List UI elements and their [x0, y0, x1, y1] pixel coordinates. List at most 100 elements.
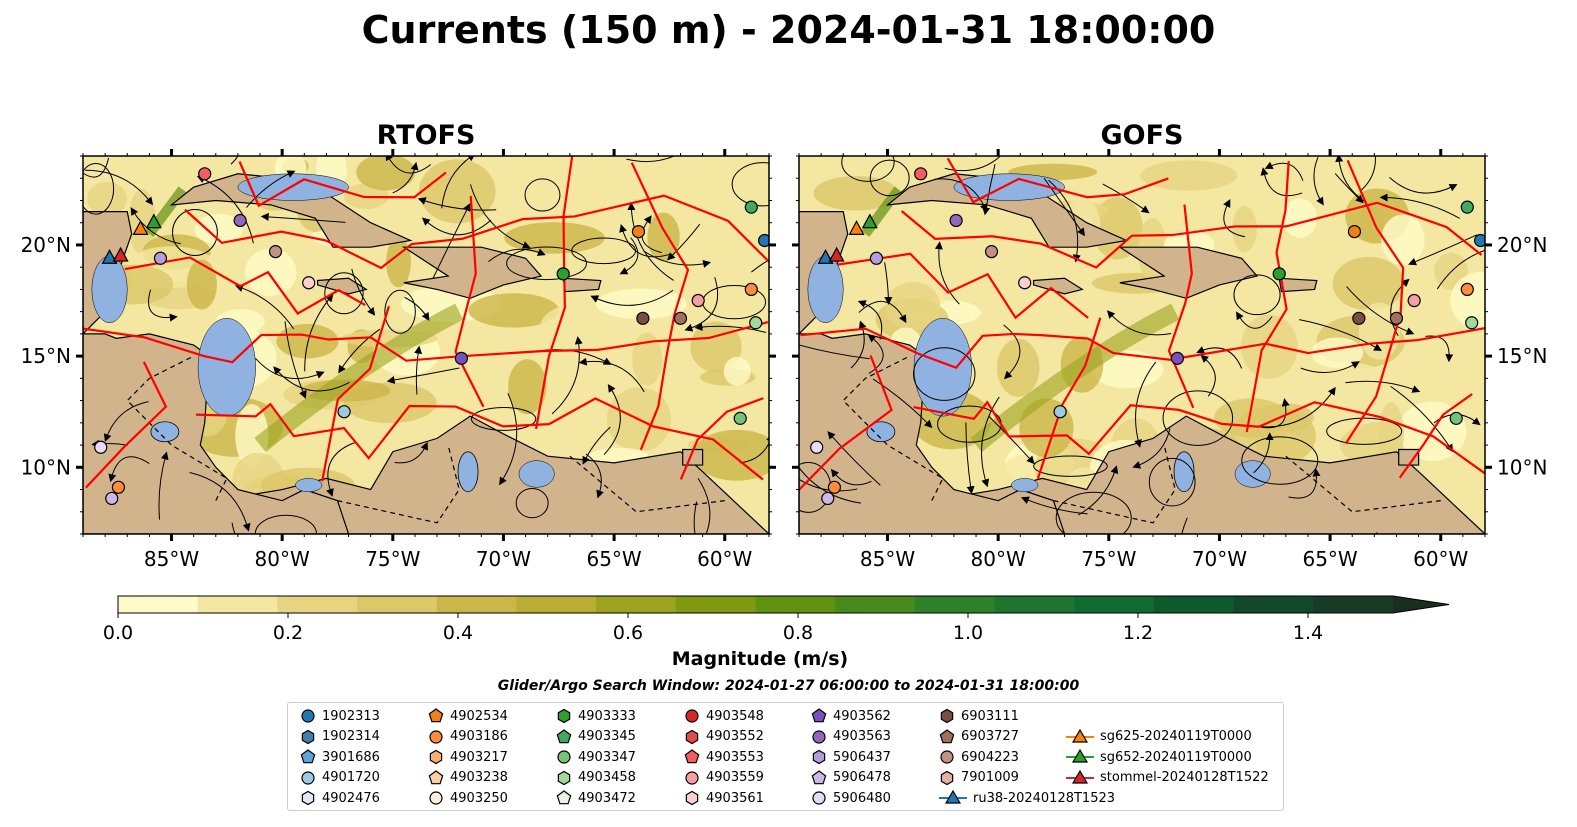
colorbar-segment [675, 596, 756, 613]
legend-marker [301, 790, 315, 806]
legend-label: 4903553 [706, 749, 764, 765]
streamline [338, 328, 381, 374]
colorbar-segment [914, 596, 996, 613]
speed-patch [723, 356, 751, 386]
argo-float-marker [984, 245, 999, 259]
legend-label: 5906480 [833, 790, 891, 806]
streamline [1300, 361, 1360, 373]
eddy-streamline [1033, 455, 1108, 477]
eez-boundary [1245, 161, 1290, 433]
argo-float-marker [556, 267, 570, 281]
x-tick-label: 60°W [1413, 547, 1468, 571]
speed-patch [186, 259, 217, 310]
legend-marker [685, 790, 699, 806]
y-tick-label: 20°N [1497, 233, 1547, 257]
legend-label: 4903472 [578, 790, 636, 806]
streamline [255, 358, 325, 380]
eddy-streamline [1241, 436, 1319, 485]
legend-label: 4903562 [833, 708, 891, 724]
streamline [1335, 156, 1366, 203]
argo-float-marker [1460, 200, 1474, 214]
speed-patch [1293, 361, 1387, 397]
streamline [1043, 177, 1086, 237]
legend-marker [557, 708, 571, 724]
streamline [694, 322, 767, 333]
argo-float-marker [1389, 311, 1404, 325]
eddy-streamline [524, 178, 561, 212]
eez-boundary [630, 162, 690, 451]
colorbar-tick-label: 0.0 [103, 622, 133, 644]
map-panel-rtofs [83, 156, 769, 534]
streamline [385, 156, 432, 174]
legend-item: 3901686 [300, 748, 380, 766]
legend-label: 4903548 [706, 708, 764, 724]
figure-title: Currents (150 m) - 2024-01-31 18:00:00 [361, 8, 1216, 52]
streamline [684, 277, 719, 332]
eez-boundary [900, 201, 1483, 269]
speed-patch [996, 338, 1040, 397]
eez-boundary [800, 327, 1485, 370]
argo-float-marker [1272, 267, 1286, 281]
landmass [169, 173, 413, 248]
shallow-shelf [197, 318, 256, 417]
colorbar-segment [596, 596, 677, 613]
legend-label: 4901720 [322, 770, 380, 785]
y-tick-label: 15°N [1497, 344, 1547, 368]
legend-item: 4903559 [684, 769, 764, 787]
legend-label: 4903250 [450, 790, 508, 806]
streamline [643, 250, 712, 268]
x-tick-label: 75°W [365, 547, 420, 571]
lake [457, 451, 479, 493]
streamline [148, 289, 178, 322]
argo-float-marker [733, 411, 747, 425]
streamline [1408, 234, 1478, 266]
x-tick-label: 65°W [586, 547, 641, 571]
legend-label: 4903552 [706, 729, 764, 744]
colorbar-segment [516, 596, 597, 613]
eez-boundary [184, 194, 769, 270]
panel-title-rtofs: RTOFS [376, 120, 476, 151]
legend-item: 5906480 [811, 789, 891, 807]
argo-float-marker [111, 480, 126, 494]
streamline [619, 237, 639, 275]
legend-item: 4903333 [556, 707, 636, 725]
colorbar-outline [117, 595, 1450, 614]
legend-marker [939, 728, 955, 743]
jet-band [254, 303, 464, 453]
x-tick-label: 70°W [1192, 547, 1247, 571]
eez-boundary [1398, 393, 1473, 479]
eddy-streamline [384, 289, 416, 334]
landmass [1278, 277, 1318, 293]
legend-item: 4901720 [300, 769, 380, 787]
lake [866, 421, 896, 443]
eez-boundary [1167, 204, 1195, 409]
streamline [1003, 324, 1021, 380]
argo-float-marker [233, 213, 247, 228]
legend-marker [301, 729, 315, 744]
shallow-shelf [295, 478, 323, 493]
streamline [417, 197, 497, 211]
legend-marker [300, 749, 316, 764]
legend-label: 4902476 [322, 790, 380, 806]
axes-rtofs: 85°W 80°W 75°W 70°W 65°W 60°W 10°N 15°N 20°N [21, 149, 776, 571]
streamline [108, 456, 150, 483]
colorbar-tick-label: 1.4 [1293, 622, 1323, 644]
shallow-shelf [913, 318, 972, 417]
eez-boundary [124, 256, 366, 315]
argo-float-marker [105, 491, 119, 506]
eddy-streamline [515, 487, 549, 519]
streamline [1361, 156, 1376, 191]
legend-marker [301, 770, 315, 785]
streamline [414, 345, 423, 395]
legend-item: 4902476 [300, 789, 380, 807]
streamline [469, 184, 531, 249]
panel-title-gofs: GOFS [1100, 120, 1184, 151]
legend-marker [685, 770, 699, 785]
legend-item: 4903553 [684, 748, 764, 766]
argo-float-marker [744, 282, 758, 297]
argo-float-marker [1352, 311, 1366, 325]
streamline [934, 241, 960, 305]
legend-item: 4903345 [556, 728, 636, 746]
streamline [1334, 173, 1364, 204]
speed-patch [419, 159, 496, 224]
